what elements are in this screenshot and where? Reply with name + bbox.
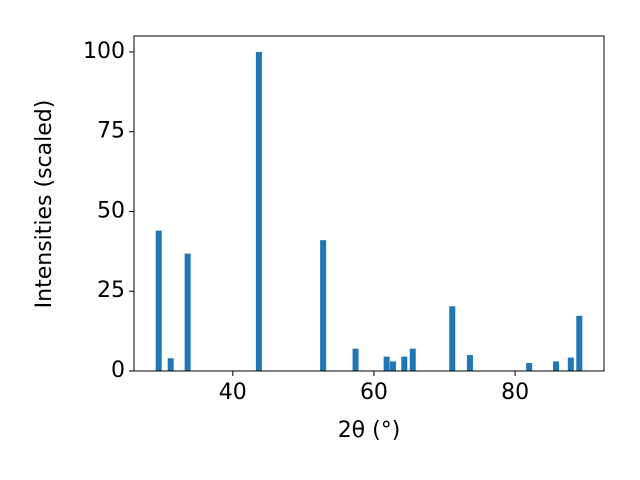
bar (383, 356, 390, 371)
y-tick-label: 50 (97, 198, 125, 223)
bar (255, 51, 262, 371)
bar (401, 356, 408, 371)
bar (466, 355, 473, 371)
y-tick-label: 25 (97, 278, 125, 303)
x-axis-label: 2θ (°) (338, 418, 401, 443)
y-tick-label: 75 (97, 119, 125, 144)
y-axis-label: Intensities (scaled) (32, 100, 57, 309)
bar (155, 230, 162, 371)
plot-area (155, 51, 583, 371)
x-tick-label: 60 (360, 380, 388, 405)
x-tick-label: 80 (501, 380, 529, 405)
bar (576, 315, 583, 371)
bar (320, 240, 327, 371)
bar (526, 363, 533, 371)
bar (409, 348, 416, 371)
y-tick-label: 100 (83, 39, 125, 64)
y-tick-label: 0 (111, 358, 125, 383)
bar (449, 306, 456, 371)
x-tick-label: 40 (219, 380, 247, 405)
bar (352, 348, 359, 371)
bar (553, 361, 560, 371)
bar (567, 357, 574, 371)
axes-frame (133, 35, 605, 372)
bar (167, 358, 174, 371)
bar (389, 361, 396, 371)
bar (184, 253, 191, 371)
